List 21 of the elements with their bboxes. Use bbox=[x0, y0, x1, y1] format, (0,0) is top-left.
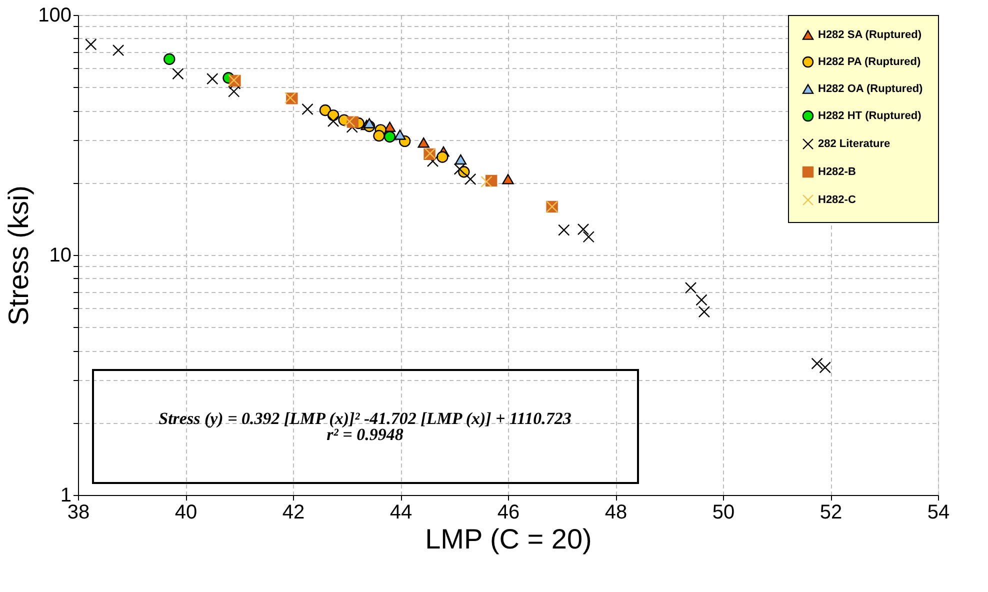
x-tick-label: 52 bbox=[820, 502, 842, 524]
legend-label: H282 PA (Ruptured) bbox=[818, 56, 922, 68]
x-tick-label: 40 bbox=[174, 502, 198, 524]
x-tick-label: 46 bbox=[497, 502, 520, 524]
y-axis-title: Stress (ksi) bbox=[3, 186, 34, 326]
x-tick-label: 50 bbox=[712, 502, 735, 524]
x-tick-label: 48 bbox=[604, 502, 628, 524]
legend-label: 282 Literature bbox=[818, 138, 890, 150]
legend-label: H282 SA (Ruptured) bbox=[818, 29, 922, 41]
legend-label: H282-C bbox=[818, 194, 856, 206]
y-tick-label: 100 bbox=[38, 4, 72, 26]
x-tick-label: 44 bbox=[390, 502, 412, 524]
x-tick-label: 38 bbox=[67, 502, 90, 524]
legend-label: H282 HT (Ruptured) bbox=[818, 110, 922, 122]
y-tick-label: 10 bbox=[49, 244, 72, 266]
x-axis-title: LMP (C = 20) bbox=[425, 524, 592, 554]
legend-label: H282 OA (Ruptured) bbox=[818, 83, 924, 95]
annotation: Stress (y) = 0.392 [LMP (x)]² -41.702 [LMP (x)] + 1110.723 bbox=[158, 409, 572, 428]
x-tick-label: 54 bbox=[927, 502, 950, 524]
legend-label: H282-B bbox=[818, 166, 856, 178]
x-tick-label: 42 bbox=[282, 502, 305, 524]
